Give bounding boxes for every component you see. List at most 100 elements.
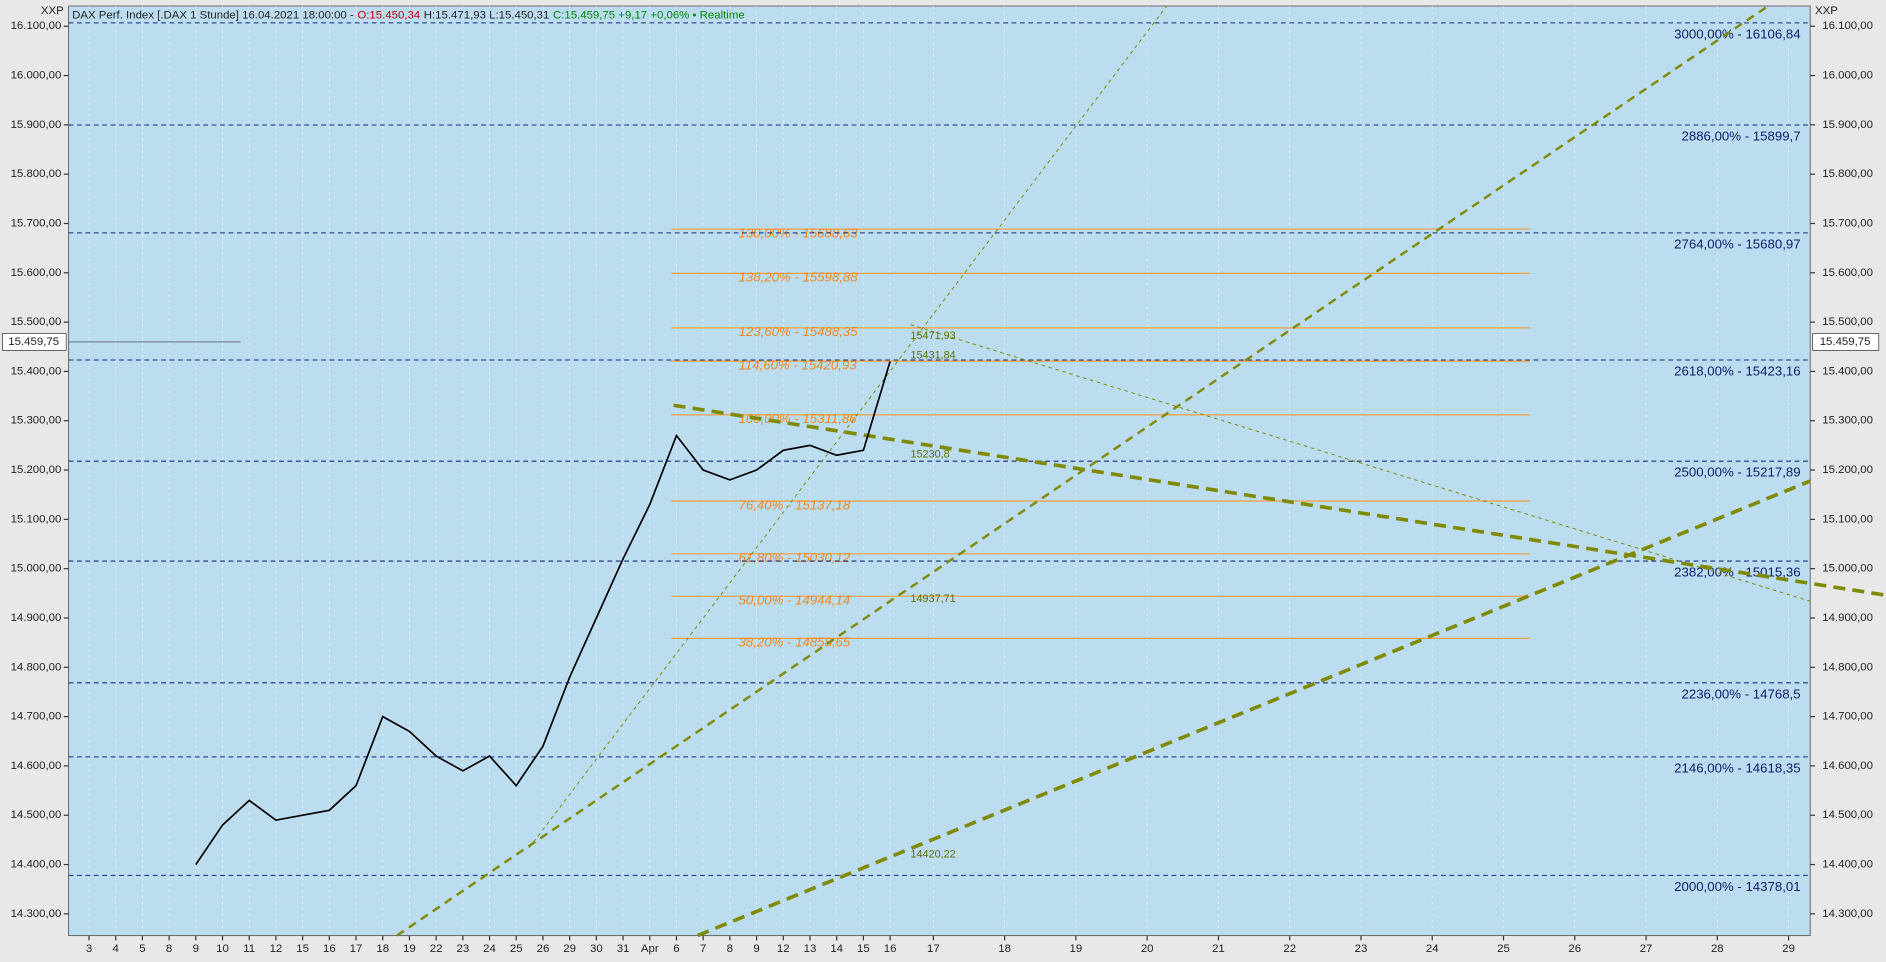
y-tick-label: 16.100,00 [11,20,62,32]
y-tick-label: 14.500,00 [1822,809,1873,821]
x-tick-label: 6 [673,943,679,955]
y-tick-label: 15.800,00 [1822,168,1873,180]
y-tick-label: 15.500,00 [11,316,62,328]
trendline [696,479,1811,938]
x-tick-label: 21 [1212,943,1225,955]
x-tick-label: 8 [727,943,733,955]
x-tick-label: Apr [641,943,659,955]
fib-label: 114,60% - 15420,93 [739,357,858,372]
x-tick-label: 22 [430,943,443,955]
x-tick-label: 19 [1070,943,1083,955]
y-tick-label: 15.900,00 [1822,119,1873,131]
x-tick-label: 16 [323,943,336,955]
x-tick-label: 9 [753,943,759,955]
y-tick-label: 15.200,00 [11,464,62,476]
annotation: 14420,22 [911,848,956,860]
marks: 15471,93 15431,84 15230,8 14937,71 14420,22 [195,330,956,866]
extension-label: 2146,00% - 14618,35 [1674,760,1800,775]
y-tick-label: 15.900,00 [11,119,62,131]
x-tick-label: 17 [350,943,363,955]
y-tick-label: 16.100,00 [1822,20,1873,32]
y-tick-label: 15.100,00 [1822,513,1873,525]
header-part: DAX Perf. Index [.DAX 1 Stunde] 16.04.20… [72,10,354,22]
x-tick-label: 5 [139,943,145,955]
x-tick-label: 26 [537,943,550,955]
header-part: C:15.459,75 +9,17 +0,06% • Realtime [553,10,745,22]
annotation: 14937,71 [911,593,956,605]
x-tick-label: 15 [296,943,309,955]
x-tick-label: 29 [1782,943,1795,955]
x-tick-label: 11 [243,943,255,955]
extension-label: 2236,00% - 14768,5 [1682,686,1801,701]
fib-label: 100,00% - 15311,86 [739,411,858,426]
trendline [396,5,1769,937]
y-tick-label: 15.300,00 [1822,415,1873,427]
extension-label: 2764,00% - 15680,97 [1674,236,1800,251]
y-tick-label: 14.900,00 [1822,612,1873,624]
fib-label: 76,40% - 15137,18 [739,497,851,512]
x-tick-label: 14 [830,943,843,955]
header-part: H:15.471,93 L:15.450,31 [424,10,550,22]
price-tag [1812,333,1880,351]
y-tick-label: 15.000,00 [1822,563,1873,575]
price-line [195,361,891,866]
y-tick-label: 14.900,00 [11,612,62,624]
annotation: 15471,93 [911,330,956,342]
trendline [528,5,1168,849]
x-tick-label: 10 [216,943,229,955]
x-tick-label: 13 [804,943,817,955]
x-tick-label: 17 [927,943,940,955]
x-tick-label: 23 [456,943,469,955]
annotation: 15431,84 [911,350,956,362]
corner-label: XXP [1815,5,1838,17]
x-tick-label: 15 [857,943,870,955]
x-tick-label: 22 [1283,943,1296,955]
fib-label: 130,00% - 15688,63 [739,225,859,240]
y-tick-label: 15.300,00 [11,415,62,427]
x-tick-label: 3 [86,943,92,955]
x-tick-label: 23 [1355,943,1368,955]
y-tick-label: 15.400,00 [1822,365,1873,377]
y-tick-label: 14.400,00 [1822,859,1873,871]
x-tick-label: 29 [563,943,576,955]
y-tick-label: 14.600,00 [1822,760,1873,772]
extension-label: 2000,00% - 14378,01 [1674,879,1800,894]
price-tag [2,333,67,351]
price-tag-label: 15.459,75 [8,336,59,348]
x-tick-label: 25 [510,943,523,955]
y-tick-label: 14.400,00 [11,859,62,871]
y-tick-label: 14.700,00 [11,711,62,723]
header-part: O:15.450,34 [357,10,420,22]
x-tick-label: 25 [1497,943,1510,955]
x-tick-label: 18 [376,943,389,955]
trendline [910,324,1811,602]
fib-label: 138,20% - 15598,88 [739,270,859,285]
y-tick-label: 14.600,00 [11,760,62,772]
header: DAX Perf. Index [.DAX 1 Stunde] 16.04.20… [72,10,745,22]
y-tick-label: 15.700,00 [11,217,62,229]
x-tick-label: 31 [617,943,630,955]
trendline [673,403,1886,598]
x-tick-label: 27 [1640,943,1653,955]
x-tick-label: 26 [1568,943,1581,955]
fib-label: 123,60% - 15488,35 [739,324,859,339]
plot-area [68,5,1811,937]
x-tick-label: 7 [700,943,706,955]
x-tick-label: 18 [998,943,1011,955]
annotation: 15230,8 [911,449,950,461]
y-tick-label: 16.000,00 [1822,70,1873,82]
fib-label: 38,20% - 14858,65 [739,635,851,650]
extension-label: 2618,00% - 15423,16 [1674,364,1800,379]
x-tick-label: 12 [270,943,283,955]
y-tick-label: 15.700,00 [1822,217,1873,229]
y-tick-label: 14.800,00 [1822,661,1873,673]
x-tick-label: 16 [884,943,897,955]
y-tick-label: 14.800,00 [11,661,62,673]
corner-label: XXP [41,5,64,17]
x-tick-label: 19 [403,943,416,955]
trendlines [396,5,1886,938]
y-tick-label: 15.500,00 [1822,316,1873,328]
extension-label: 2886,00% - 15899,7 [1682,129,1801,144]
x-tick-label: 8 [166,943,172,955]
